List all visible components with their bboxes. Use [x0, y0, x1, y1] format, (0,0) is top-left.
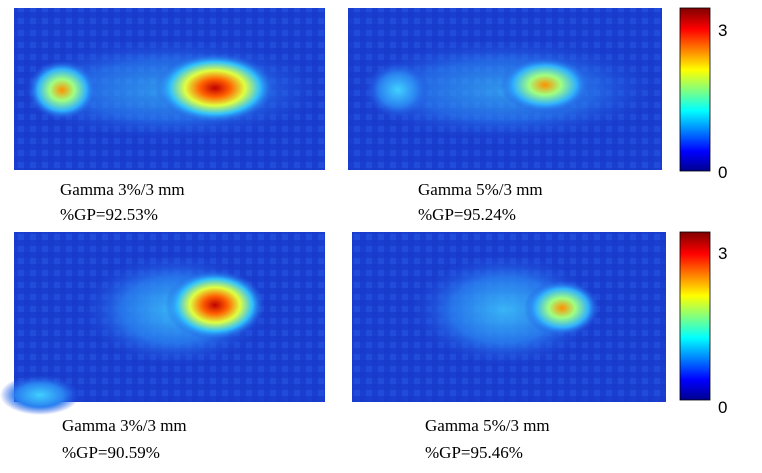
- gamma-map: [0, 232, 325, 415]
- colorbar-min: 0: [718, 163, 727, 182]
- colorbar-min: 0: [718, 398, 727, 417]
- colorbar: [679, 231, 711, 401]
- gp-value: %GP=95.24%: [418, 205, 516, 224]
- colorbar: [679, 7, 711, 172]
- caption: Gamma 3%/3 mm: [62, 416, 187, 435]
- gamma-map: [14, 8, 325, 170]
- gp-value: %GP=90.59%: [62, 443, 160, 462]
- gp-value: %GP=92.53%: [60, 205, 158, 224]
- colorbar-max: 3: [718, 244, 727, 263]
- caption: Gamma 5%/3 mm: [425, 416, 550, 435]
- caption: Gamma 3%/3 mm: [60, 180, 185, 199]
- gamma-map: [352, 232, 666, 402]
- colorbar-max: 3: [718, 21, 727, 40]
- caption: Gamma 5%/3 mm: [418, 180, 543, 199]
- gamma-map: [348, 8, 662, 170]
- gp-value: %GP=95.46%: [425, 443, 523, 462]
